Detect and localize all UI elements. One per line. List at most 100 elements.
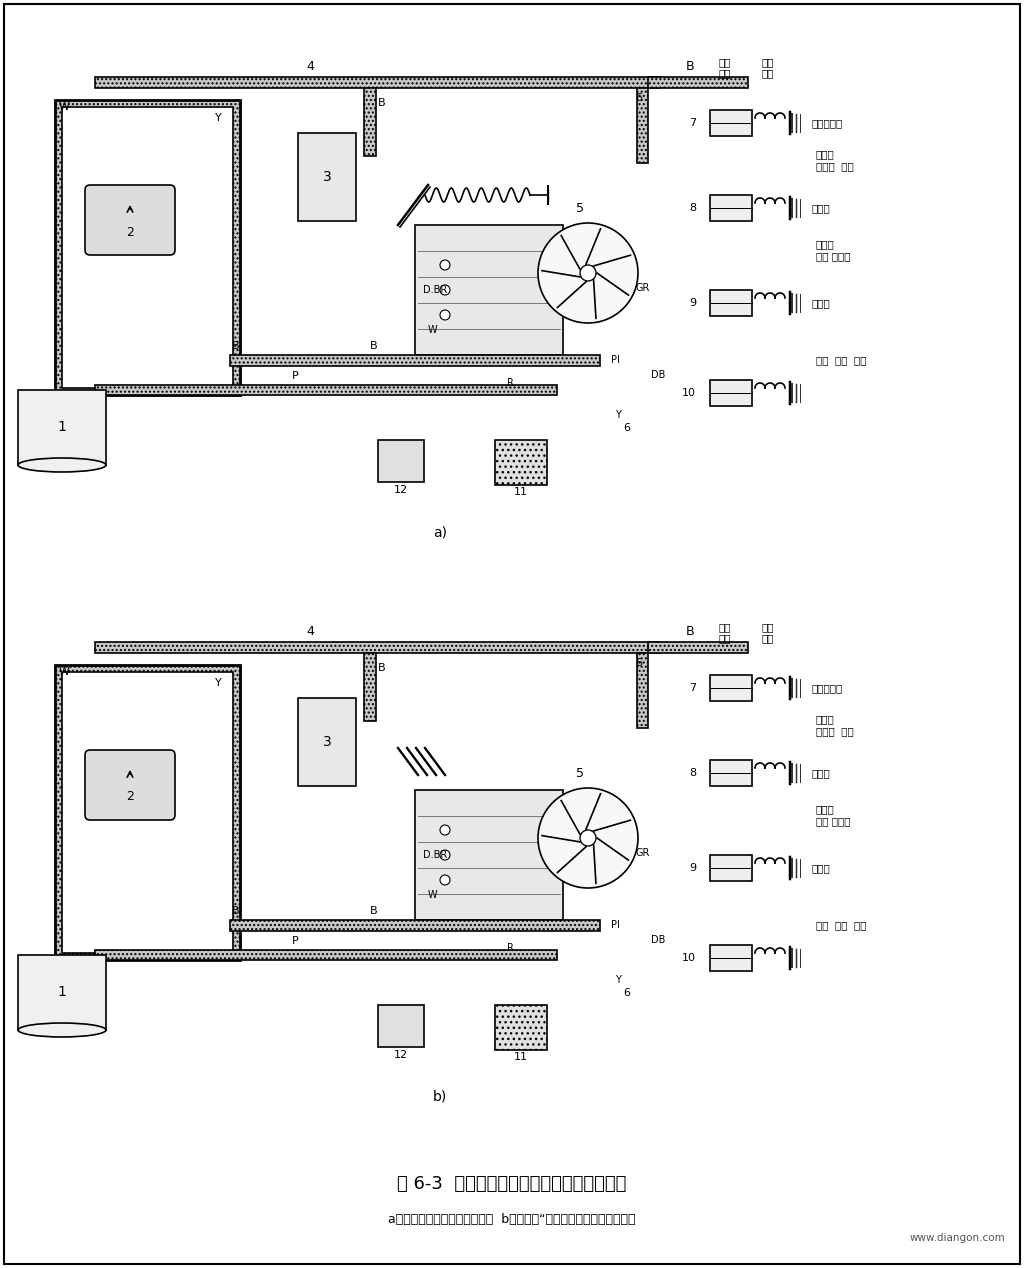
FancyBboxPatch shape [85,185,175,255]
Bar [62,672,233,954]
Text: 8: 8 [689,203,696,213]
Text: 3: 3 [323,170,332,184]
Circle shape [125,775,135,785]
Bar [495,1006,547,1050]
Bar [55,100,240,396]
Bar [378,440,424,482]
Text: B: B [232,907,240,915]
Bar [230,921,600,931]
Text: 供暖与
空调 不定向: 供暖与 空调 不定向 [816,804,851,825]
Bar [298,697,356,786]
Text: b): b) [433,1090,447,1104]
Bar [710,945,752,971]
Text: 不定向
与空调  供暖: 不定向 与空调 供暖 [816,150,854,171]
Text: 6: 6 [635,658,642,668]
Text: 11: 11 [514,487,528,497]
Text: 车内
循环: 车内 循环 [719,57,731,79]
Circle shape [538,223,638,323]
Text: 6: 6 [624,424,631,432]
Text: Y: Y [615,410,621,420]
Ellipse shape [18,1023,106,1037]
Bar [710,290,752,316]
Bar [637,87,648,164]
Bar [710,380,752,406]
Circle shape [580,265,596,281]
Text: 除冰  除霜  关闭: 除冰 除霜 关闭 [816,921,866,929]
Text: R: R [507,943,513,954]
Text: 图 6-3  通用汽车自动空调系统真空控制回路: 图 6-3 通用汽车自动空调系统真空控制回路 [397,1175,627,1193]
Text: 5: 5 [575,767,584,780]
Text: D.BR: D.BR [423,850,447,860]
Text: B: B [232,341,240,351]
Text: 2: 2 [126,226,134,238]
Text: PI: PI [610,355,620,365]
Text: PI: PI [610,921,620,929]
Bar [18,391,106,465]
Text: 12: 12 [394,1050,408,1060]
Circle shape [440,309,450,320]
Text: 1: 1 [57,985,67,999]
Bar [648,77,748,87]
Text: a）空调在关阀时真空回路状态  b）空调在“低一自动时真空回路的状态: a）空调在关阀时真空回路状态 b）空调在“低一自动时真空回路的状态 [388,1213,636,1226]
Circle shape [440,875,450,885]
Bar [95,77,660,87]
Ellipse shape [18,458,106,472]
Text: 6: 6 [635,93,642,103]
Text: 11: 11 [514,1052,528,1063]
Text: 1: 1 [57,420,67,434]
Text: 下风门: 下风门 [812,768,830,779]
Text: R: R [507,378,513,388]
Text: B: B [378,98,386,108]
Text: Y: Y [215,678,222,689]
Text: B: B [370,341,378,351]
Text: 12: 12 [394,484,408,495]
Bar [415,790,563,921]
Text: 4: 4 [306,60,314,74]
Text: Y: Y [615,975,621,985]
Text: GR: GR [635,283,649,293]
Bar [710,675,752,701]
Text: 车外通风门: 车外通风门 [812,683,843,694]
Circle shape [118,768,142,792]
FancyBboxPatch shape [85,749,175,820]
Text: 10: 10 [682,954,696,962]
Text: 2: 2 [126,790,134,804]
Text: 5: 5 [575,202,584,216]
Text: DB: DB [651,370,666,380]
Bar [364,87,376,156]
Text: B: B [378,663,386,673]
Bar [710,110,752,136]
Text: 10: 10 [682,388,696,398]
Bar [710,195,752,221]
Text: D.BR: D.BR [423,285,447,295]
Bar [364,653,376,721]
Text: 6: 6 [624,988,631,998]
Bar [495,440,547,484]
Text: 3: 3 [323,735,332,749]
Text: Y: Y [215,113,222,123]
Text: 车内
循环: 车内 循环 [719,623,731,644]
Bar [95,950,557,960]
Bar [298,133,356,221]
Text: GR: GR [635,848,649,858]
Bar [637,653,648,728]
Text: 车外通风门: 车外通风门 [812,118,843,128]
Text: 上风门: 上风门 [812,864,830,872]
Text: 9: 9 [689,864,696,872]
Bar [648,642,748,653]
Text: W: W [427,890,437,900]
Bar [710,760,752,786]
Text: 车外
通风: 车外 通风 [762,57,774,79]
Text: www.diangon.com: www.diangon.com [909,1232,1005,1243]
Text: B: B [370,907,378,915]
Text: P: P [292,936,298,946]
Text: a): a) [433,525,447,539]
Bar [95,385,557,396]
Text: 上风门: 上风门 [812,298,830,308]
Text: 7: 7 [689,683,696,694]
Text: B: B [686,625,694,638]
Bar [18,955,106,1030]
Bar [55,664,240,960]
Circle shape [440,260,450,270]
Text: 车外
通风: 车外 通风 [762,623,774,644]
